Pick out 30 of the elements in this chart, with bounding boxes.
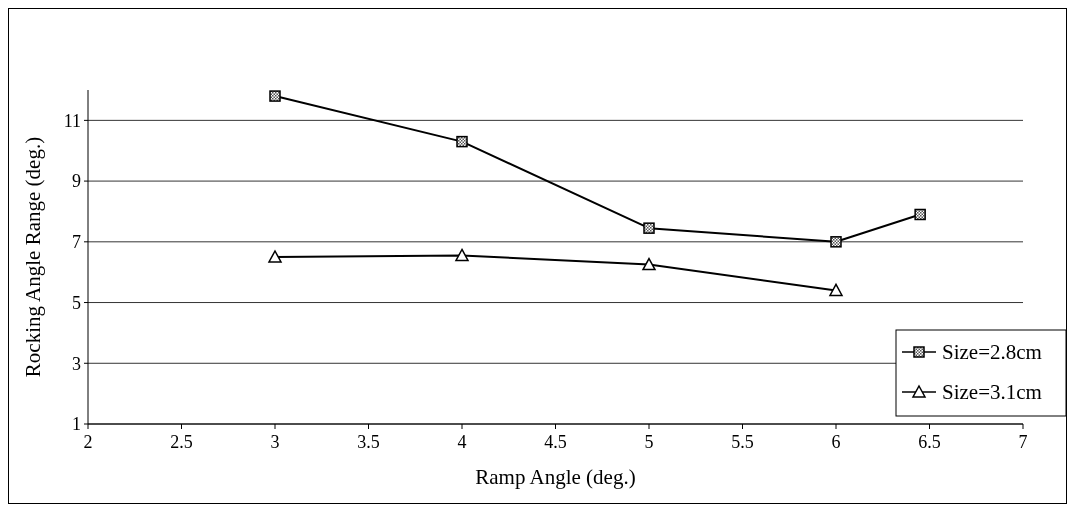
y-tick-label: 9	[72, 171, 81, 192]
y-tick-label: 11	[63, 110, 81, 131]
y-tick-label: 3	[72, 353, 81, 374]
point	[455, 248, 469, 262]
point	[642, 257, 656, 271]
x-tick-label: 7	[1018, 432, 1028, 452]
point	[269, 90, 281, 102]
x-tick-label: 4	[457, 432, 467, 452]
x-tick-label: 3.5	[357, 432, 380, 452]
legend-label: Size=2.8cm	[942, 340, 1042, 365]
x-axis-title: Ramp Angle (deg.)	[475, 465, 636, 489]
x-tick-label: 2	[83, 432, 93, 452]
x-tick-label: 3	[270, 432, 280, 452]
point	[268, 250, 282, 263]
y-tick-label: 5	[72, 292, 81, 313]
legend-label: Size=3.1cm	[942, 380, 1042, 405]
y-axis-title: Rocking Angle Range (deg.)	[21, 136, 45, 378]
point	[914, 208, 926, 221]
x-tick-label: 4.5	[544, 432, 567, 452]
y-tick-label: 1	[72, 414, 81, 435]
x-tick-label: 5	[644, 432, 654, 452]
y-tick-label: 7	[72, 232, 81, 253]
point	[829, 283, 843, 297]
point	[643, 222, 655, 234]
point	[830, 236, 842, 248]
x-tick-label: 6.5	[918, 432, 941, 452]
x-tick-label: 5.5	[731, 432, 754, 452]
x-tick-label: 2.5	[170, 432, 193, 452]
point	[456, 135, 468, 148]
x-tick-label: 6	[831, 432, 841, 452]
